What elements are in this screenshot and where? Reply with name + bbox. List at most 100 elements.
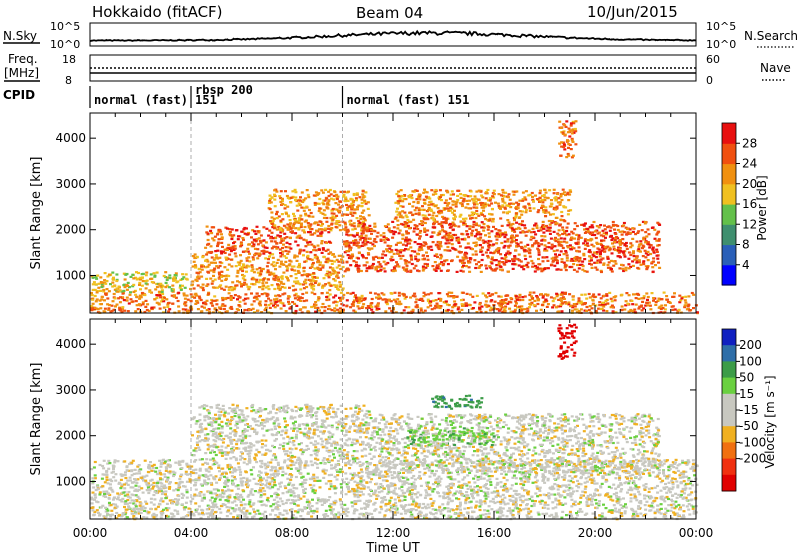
data-cell: [552, 259, 555, 262]
data-cell: [274, 245, 278, 248]
data-cell: [502, 195, 506, 198]
data-cell: [560, 145, 564, 148]
data-cell: [388, 230, 392, 233]
data-cell: [118, 307, 122, 310]
data-cell: [589, 256, 593, 259]
data-cell: [683, 299, 687, 302]
data-cell: [380, 256, 384, 259]
colorbar-tick-label: 24: [742, 157, 757, 171]
data-cell: [540, 463, 544, 466]
data-cell: [271, 503, 275, 506]
data-cell: [438, 189, 442, 192]
data-cell: [394, 265, 398, 268]
data-cell: [215, 309, 219, 312]
data-cell: [327, 304, 331, 308]
data-cell: [503, 240, 507, 243]
data-cell: [289, 196, 293, 199]
data-cell: [270, 235, 273, 238]
data-cell: [411, 205, 415, 208]
data-cell: [250, 236, 253, 239]
data-cell: [349, 306, 353, 309]
data-cell: [653, 228, 657, 231]
data-cell: [618, 230, 622, 233]
data-cell: [379, 265, 383, 268]
data-cell: [232, 516, 236, 519]
data-cell: [117, 285, 121, 288]
data-cell: [217, 271, 221, 274]
data-cell: [377, 266, 381, 269]
data-cell: [254, 482, 258, 485]
data-cell: [591, 231, 595, 234]
data-cell: [618, 242, 622, 245]
data-cell: [612, 483, 616, 486]
data-cell: [554, 497, 558, 500]
data-cell: [488, 294, 492, 297]
data-cell: [563, 265, 567, 268]
data-cell: [648, 246, 652, 249]
data-cell: [502, 246, 506, 249]
data-cell: [475, 206, 479, 209]
data-cell: [487, 226, 491, 229]
data-cell: [219, 307, 223, 310]
data-cell: [155, 296, 159, 300]
data-cell: [286, 223, 290, 226]
data-cell: [620, 309, 624, 312]
data-cell: [239, 282, 243, 286]
data-cell: [563, 263, 567, 266]
data-cell: [326, 270, 330, 273]
data-cell: [515, 298, 519, 301]
data-cell: [567, 483, 571, 486]
data-cell: [600, 249, 604, 252]
data-cell: [542, 227, 546, 230]
data-cell: [251, 229, 255, 232]
data-cell: [523, 254, 527, 257]
data-cell: [645, 301, 649, 304]
data-cell: [304, 239, 308, 242]
data-cell: [283, 292, 287, 295]
data-cell: [473, 235, 477, 238]
data-cell: [310, 228, 314, 231]
data-cell: [423, 496, 427, 499]
data-cell: [566, 213, 570, 216]
data-cell: [391, 236, 395, 239]
data-cell: [519, 241, 523, 244]
data-cell: [280, 237, 284, 240]
data-cell: [329, 229, 333, 232]
data-cell: [495, 267, 499, 270]
data-cell: [561, 469, 565, 472]
data-cell: [232, 242, 235, 245]
data-cell: [251, 256, 255, 259]
data-cell: [110, 304, 114, 307]
data-cell: [102, 288, 106, 292]
data-cell: [370, 297, 374, 301]
data-cell: [583, 302, 587, 306]
data-cell: [115, 279, 119, 283]
data-cell: [563, 230, 566, 233]
colorbar-tick-label: 4: [742, 258, 750, 272]
data-cell: [236, 238, 240, 241]
data-cell: [612, 504, 616, 507]
data-cell: [389, 300, 393, 303]
data-cell: [325, 291, 329, 294]
data-cell: [629, 231, 633, 234]
freq-left-top: 18: [62, 53, 76, 66]
data-cell: [261, 282, 265, 285]
data-cell: [234, 485, 238, 488]
data-cell: [599, 224, 603, 227]
data-cell: [165, 502, 169, 505]
data-cell: [649, 244, 653, 247]
data-cell: [447, 295, 450, 298]
data-cell: [279, 219, 283, 222]
data-cell: [279, 280, 283, 283]
data-cell: [435, 306, 439, 309]
data-cell: [590, 224, 594, 227]
data-cell: [472, 223, 476, 226]
data-cell: [497, 249, 501, 252]
data-cell: [355, 298, 358, 301]
data-cell: [396, 219, 400, 222]
data-cell: [243, 281, 247, 284]
data-cell: [523, 224, 527, 227]
data-cell: [582, 254, 586, 257]
data-cell: [542, 231, 546, 234]
data-cell: [646, 250, 650, 253]
